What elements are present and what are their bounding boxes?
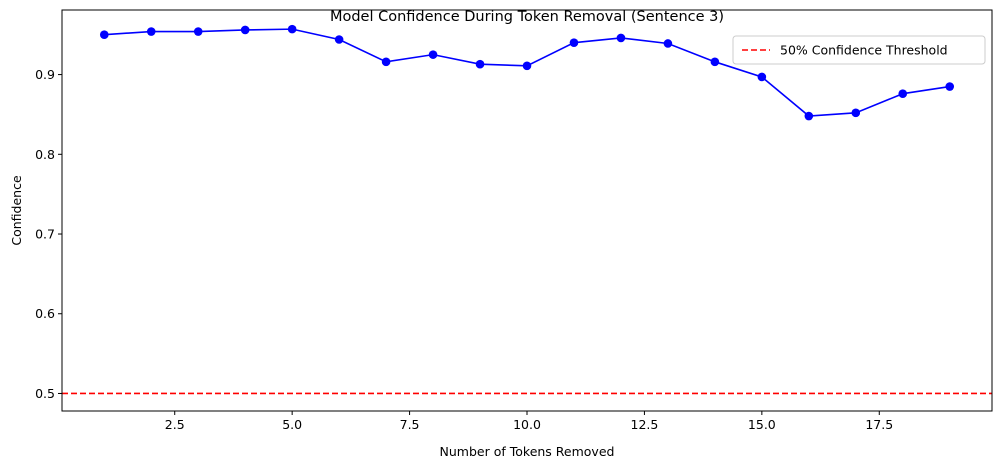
x-tick-label: 12.5 (631, 417, 659, 432)
data-point (146, 27, 156, 36)
y-tick-label: 0.9 (35, 67, 55, 82)
x-tick-label: 5.0 (282, 417, 302, 432)
x-axis: 2.5 5.0 7.5 10.0 12.5 15.0 17.5 (165, 411, 893, 432)
data-point (334, 35, 344, 44)
data-point (475, 59, 485, 69)
data-point (757, 72, 767, 82)
y-axis-label: Confidence (9, 175, 24, 246)
data-point (240, 25, 250, 35)
data-point (710, 57, 720, 67)
x-tick-label: 17.5 (865, 417, 893, 432)
y-tick-label: 0.5 (35, 386, 55, 401)
legend-label: 50% Confidence Threshold (780, 43, 948, 58)
chart-title: Model Confidence During Token Removal (S… (330, 9, 724, 25)
legend: 50% Confidence Threshold (732, 35, 986, 65)
y-tick-label: 0.8 (35, 147, 55, 162)
data-point (193, 27, 203, 36)
data-point (851, 108, 861, 118)
axes-frame (61, 9, 993, 412)
y-tick-label: 0.7 (35, 227, 55, 242)
data-point (569, 38, 579, 47)
x-axis-label: Number of Tokens Removed (440, 444, 615, 459)
data-point (381, 57, 391, 67)
data-point (898, 89, 908, 99)
x-tick-label: 15.0 (748, 417, 776, 432)
data-point (804, 111, 814, 121)
data-point (616, 33, 626, 43)
data-point (945, 82, 955, 91)
data-point (428, 50, 438, 59)
data-point (522, 61, 532, 71)
x-tick-label: 10.0 (513, 417, 541, 432)
x-tick-label: 7.5 (400, 417, 420, 432)
y-tick-label: 0.6 (35, 306, 55, 321)
plot-area (62, 24, 992, 395)
data-point (99, 30, 109, 40)
x-tick-label: 2.5 (165, 417, 185, 432)
data-point (663, 39, 673, 48)
y-axis: 0.5 0.6 0.7 0.8 0.9 (35, 67, 62, 401)
data-point (287, 24, 297, 34)
legend-box (732, 35, 986, 65)
